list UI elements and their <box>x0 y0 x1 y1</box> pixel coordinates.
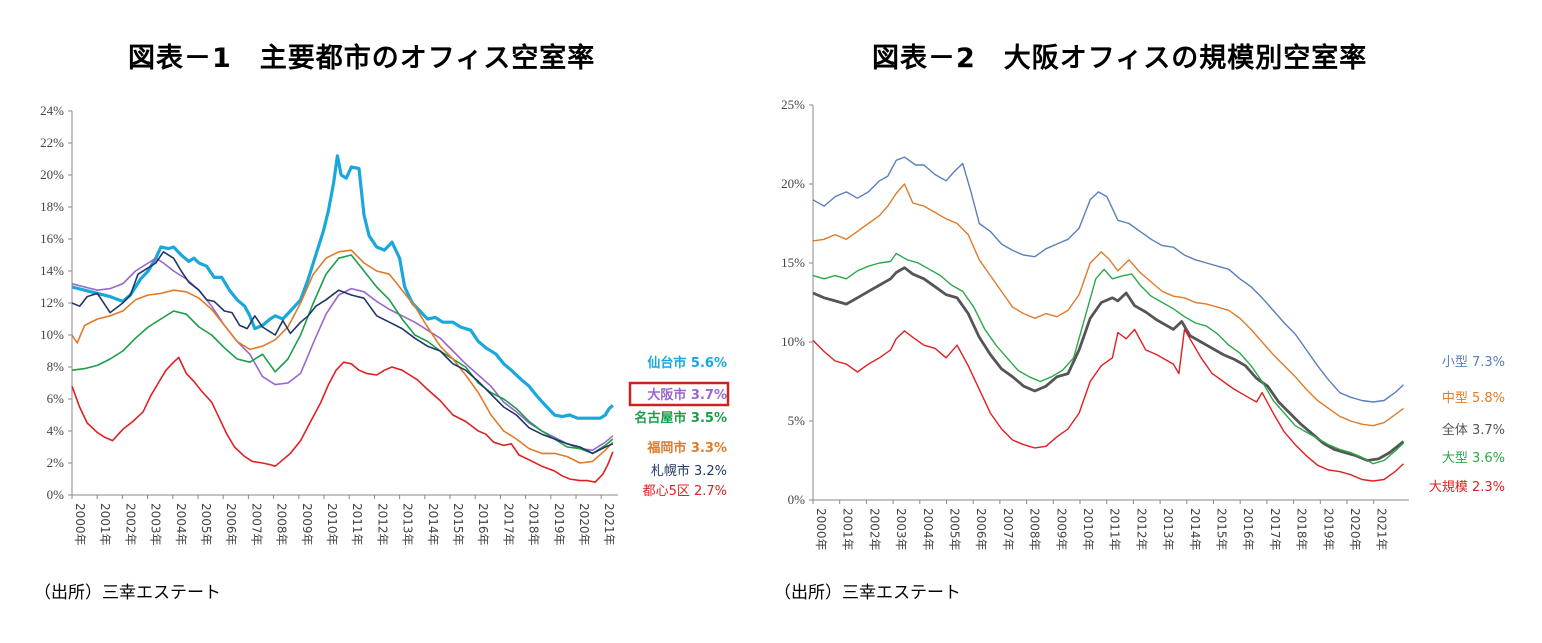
x-tick-label: 2021年 <box>1375 508 1389 551</box>
series-line-大規模 <box>812 328 1404 482</box>
series-label-都心5区: 都心5区 2.7% <box>643 484 727 499</box>
x-tick-label: 2019年 <box>552 503 566 546</box>
figure2-source: （出所）三幸エステート <box>774 583 961 603</box>
y-tick-label: 14% <box>40 263 64 278</box>
x-tick-label: 2001年 <box>98 503 112 546</box>
y-tick-label: 2% <box>47 455 65 470</box>
y-tick-label: 8% <box>47 359 65 374</box>
x-tick-label: 2003年 <box>149 503 163 546</box>
x-tick-label: 2009年 <box>1054 508 1068 551</box>
y-tick-label: 6% <box>47 391 65 406</box>
x-tick-label: 2016年 <box>1241 508 1255 551</box>
y-tick-label: 22% <box>40 135 64 150</box>
y-tick-label: 12% <box>40 295 64 310</box>
x-tick-label: 2007年 <box>249 503 263 546</box>
x-tick-label: 2000年 <box>814 508 828 551</box>
x-tick-label: 2017年 <box>1268 508 1282 551</box>
x-tick-label: 2014年 <box>426 503 440 546</box>
series-label-福岡市: 福岡市 3.3% <box>646 440 727 456</box>
series-label-仙台市: 仙台市 5.6% <box>647 355 727 371</box>
y-tick-label: 15% <box>781 255 805 270</box>
series-label-大規模: 大規模 2.3% <box>1429 480 1505 495</box>
series-label-名古屋市: 名古屋市 3.5% <box>634 410 727 426</box>
x-tick-label: 2020年 <box>1348 508 1362 551</box>
highlight-box-大阪市 <box>628 381 730 407</box>
figure1-title: 図表－1 主要都市のオフィス空室率 <box>128 43 596 74</box>
series-line-中型 <box>812 183 1404 427</box>
series-label-中型: 中型 5.8% <box>1442 391 1505 406</box>
series-line-全体 <box>812 266 1405 462</box>
x-tick-label: 2015年 <box>451 503 465 546</box>
series-label-札幌市: 札幌市 3.2% <box>651 463 727 479</box>
x-tick-label: 2009年 <box>300 503 314 546</box>
x-tick-label: 2015年 <box>1215 508 1229 551</box>
x-tick-label: 2014年 <box>1188 508 1202 551</box>
x-tick-label: 2000年 <box>73 503 87 546</box>
series-line-札幌市 <box>71 251 614 455</box>
y-tick-label: 20% <box>781 176 805 191</box>
series-label-全体: 全体 3.7% <box>1442 422 1505 438</box>
x-tick-label: 2019年 <box>1321 508 1335 551</box>
y-tick-label: 0% <box>47 487 65 502</box>
series-label-小型: 小型 7.3% <box>1442 355 1505 370</box>
x-tick-label: 2004年 <box>921 508 935 551</box>
x-tick-label: 2021年 <box>602 503 616 546</box>
series-label-大型: 大型 3.6% <box>1442 451 1505 466</box>
x-tick-label: 2017年 <box>501 503 515 546</box>
x-tick-label: 2010年 <box>325 503 339 546</box>
x-tick-label: 2007年 <box>1001 508 1015 551</box>
x-tick-label: 2006年 <box>224 503 238 546</box>
x-tick-label: 2006年 <box>974 508 988 551</box>
x-tick-label: 2002年 <box>867 508 881 551</box>
x-tick-label: 2004年 <box>174 503 188 546</box>
y-tick-label: 4% <box>47 423 65 438</box>
y-tick-label: 20% <box>40 167 64 182</box>
series-line-名古屋市 <box>71 254 614 455</box>
y-tick-label: 10% <box>781 334 805 349</box>
series-line-福岡市 <box>71 249 614 464</box>
x-tick-label: 2011年 <box>350 503 364 546</box>
x-tick-label: 2010年 <box>1081 508 1095 551</box>
y-tick-label: 24% <box>40 103 64 118</box>
x-tick-label: 2012年 <box>1134 508 1148 551</box>
series-label-大阪市: 大阪市 3.7% <box>647 387 727 403</box>
y-tick-label: 10% <box>40 327 64 342</box>
y-tick-label: 25% <box>781 97 805 112</box>
x-tick-label: 2005年 <box>948 508 962 551</box>
x-tick-label: 2003年 <box>894 508 908 551</box>
x-tick-label: 2013年 <box>1161 508 1175 551</box>
figure1-source: （出所）三幸エステート <box>34 583 221 603</box>
x-tick-label: 2016年 <box>476 503 490 546</box>
x-tick-label: 2001年 <box>841 508 855 551</box>
y-tick-label: 18% <box>40 199 64 214</box>
figure2-title: 図表－2 大阪オフィスの規模別空室率 <box>872 43 1368 74</box>
x-tick-label: 2018年 <box>1295 508 1309 551</box>
x-tick-label: 2008年 <box>275 503 289 546</box>
x-tick-label: 2005年 <box>199 503 213 546</box>
x-tick-label: 2020年 <box>577 503 591 546</box>
y-tick-label: 5% <box>788 413 806 428</box>
y-tick-label: 16% <box>40 231 64 246</box>
x-tick-label: 2008年 <box>1028 508 1042 551</box>
x-tick-label: 2012年 <box>375 503 389 546</box>
x-tick-label: 2011年 <box>1108 508 1122 551</box>
series-line-小型 <box>812 156 1404 403</box>
x-tick-label: 2002年 <box>123 503 137 546</box>
x-tick-label: 2018年 <box>527 503 541 546</box>
series-line-大型 <box>812 252 1404 465</box>
series-line-都心5区 <box>71 356 614 483</box>
x-tick-label: 2013年 <box>401 503 415 546</box>
y-tick-label: 0% <box>788 492 806 507</box>
series-line-仙台市 <box>71 154 614 420</box>
